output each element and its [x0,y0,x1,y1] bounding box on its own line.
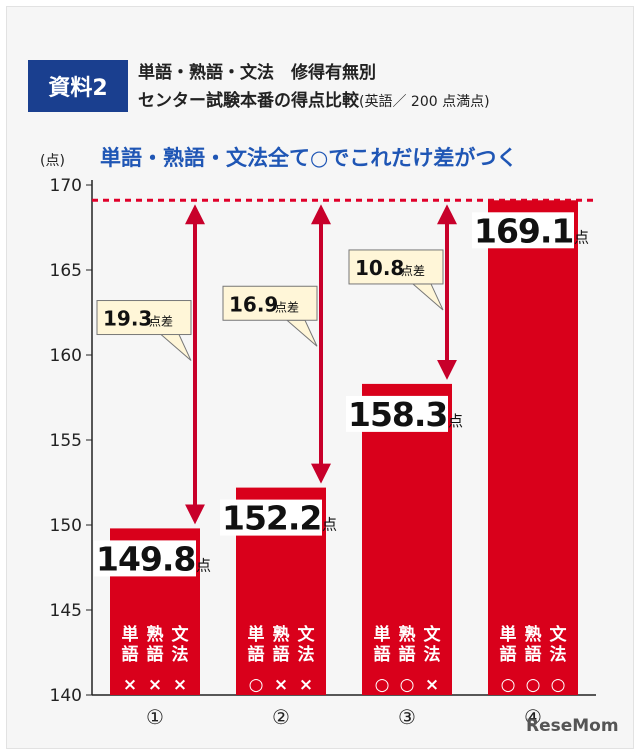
resemom-watermark: ReseMom [526,716,619,736]
bar-item-label: 法 [550,644,567,665]
y-tick-label: 170 [50,176,82,196]
difference-value: 19.3 [103,307,152,331]
bar-item-mark: × [274,675,288,695]
x-tick-label: ④ [524,705,542,729]
bar-item-label: 語 [500,644,517,665]
bar-item-label: 熟 [273,624,290,645]
header-line-1: 単語・熟語・文法 修得有無別 [138,63,376,83]
difference-suffix: 点差 [401,264,425,278]
bar-item-label: 語 [248,644,265,665]
bar-item-label: 語 [374,644,391,665]
document-badge: 資料2 [28,60,128,112]
difference-suffix: 点差 [149,315,173,329]
data-label: 152.2 [222,499,321,538]
value-label-bg [220,499,322,536]
y-axis-unit: (点) [40,153,65,169]
bar [488,200,578,696]
difference-suffix: 点差 [275,300,299,314]
bar-item-label: 語 [525,644,542,665]
callout-pointer [159,334,192,361]
bar-item-label: 熟 [147,624,164,645]
bar-item-mark: × [299,675,313,695]
bar-item-mark: ○ [400,675,415,695]
bar-item-mark: × [123,675,137,695]
header-note: (英語／ 200 点満点) [359,94,490,110]
bar-item-label: 法 [298,644,315,665]
x-tick-label: ② [272,705,290,729]
x-tick-label: ③ [398,705,416,729]
bar-item-label: 語 [273,644,290,665]
bar [362,383,452,695]
bar-item-label: 文 [424,624,442,645]
bar-item-mark: × [425,675,439,695]
chart-title: センター試験本番の得点比較 [138,91,359,111]
difference-callout [348,249,444,285]
bar-item-mark: ○ [501,675,516,695]
bar-item-label: 語 [122,644,139,665]
y-tick-label: 140 [50,686,82,706]
data-label-unit: 点 [322,516,337,534]
bar-item-label: 文 [172,624,190,645]
bar-item-label: 単 [500,624,517,645]
value-label-bg [346,395,448,432]
bar-item-label: 語 [399,644,416,665]
bar-item-mark: × [173,675,187,695]
data-label: 149.8 [96,539,195,578]
chart-header: 資料2 単語・熟語・文法 修得有無別 センター試験本番の得点比較(英語／ 200… [18,50,624,124]
difference-value: 16.9 [229,292,278,316]
y-tick-label: 160 [50,346,82,366]
chart-subtitle: 単語・熟語・文法全て○でこれだけ差がつく [100,146,518,170]
bar-item-label: 文 [550,624,568,645]
bar-item-mark: ○ [249,675,264,695]
header-line-2: センター試験本番の得点比較(英語／ 200 点満点) [138,86,490,111]
y-tick-label: 155 [50,431,82,451]
bar-item-mark: × [148,675,162,695]
bar-item-label: 単 [374,624,391,645]
bar-item-label: 文 [298,624,316,645]
bar-item-label: 単 [248,624,265,645]
bar-item-label: 単 [122,624,139,645]
data-label-unit: 点 [574,228,589,246]
bar-item-mark: ○ [551,675,566,695]
bar-item-mark: ○ [375,675,390,695]
data-label: 169.1 [474,211,573,250]
bar-item-label: 熟 [399,624,416,645]
value-label-bg [472,212,574,249]
callout-pointer [411,283,444,311]
bar-item-label: 熟 [525,624,542,645]
data-label: 158.3 [348,395,447,434]
difference-callout [222,285,318,321]
x-tick-label: ① [146,705,164,729]
y-tick-label: 145 [50,601,82,621]
value-label-bg [94,540,196,577]
bar-item-mark: ○ [526,675,541,695]
callout-pointer [285,319,318,347]
data-label-unit: 点 [196,556,211,574]
data-label-unit: 点 [448,412,463,430]
difference-callout [96,300,192,336]
y-tick-label: 150 [50,516,82,536]
bar-item-label: 法 [172,644,189,665]
y-tick-label: 165 [50,261,82,281]
difference-value: 10.8 [355,256,404,280]
bar-item-label: 語 [147,644,164,665]
bar-item-label: 法 [424,644,441,665]
